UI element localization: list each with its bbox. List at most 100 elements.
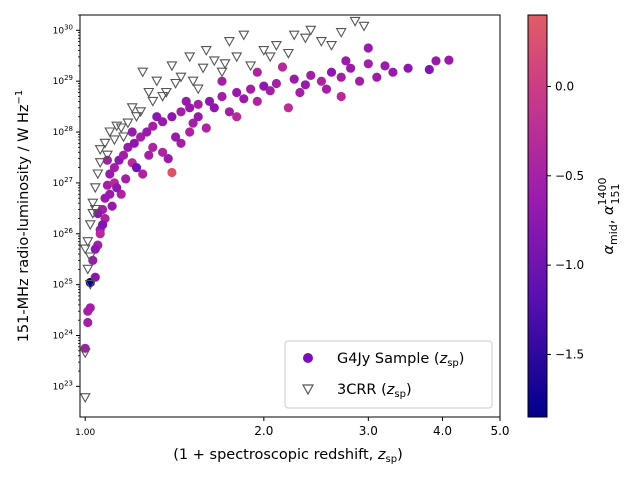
g4jy-point	[259, 81, 269, 91]
g4jy-point	[295, 87, 305, 98]
x-tick-label: 5.0	[490, 424, 509, 438]
g4jy-point	[167, 112, 177, 122]
g4jy-point	[252, 96, 262, 106]
g4jy-point	[105, 189, 115, 199]
3crr-point	[80, 393, 91, 404]
3crr-point	[258, 46, 270, 56]
g4jy-point	[252, 67, 262, 77]
3crr-point	[288, 30, 300, 41]
3crr-point	[160, 87, 172, 98]
g4jy-point	[341, 56, 351, 66]
g4jy-point	[321, 84, 332, 94]
g4jy-point	[209, 103, 219, 113]
x-tick-label: 1.00	[75, 428, 95, 438]
g4jy-point	[316, 76, 326, 86]
y-tick-label: 1024	[53, 329, 74, 342]
g4jy-point	[171, 132, 181, 142]
3crr-point	[82, 237, 94, 248]
g4jy-point	[193, 112, 203, 122]
y-tick-label: 1025	[53, 278, 73, 291]
3crr-point	[89, 204, 101, 215]
g4jy-point	[201, 123, 211, 133]
g4jy-point	[121, 174, 131, 184]
colorbar-tick-label: −0.5	[555, 169, 584, 183]
g4jy-point	[193, 99, 203, 109]
g4jy-point	[388, 67, 398, 77]
x-tick-label: 3.0	[359, 424, 378, 438]
x-tick-label: 2.0	[254, 424, 273, 438]
y-tick-label: 1028	[53, 125, 73, 138]
g4jy-point	[232, 87, 242, 98]
y-tick-label: 1023	[53, 379, 73, 392]
g4jy-point	[131, 163, 142, 173]
g4jy-point	[336, 91, 346, 102]
g4jy-point	[204, 96, 215, 106]
g4jy-point	[98, 220, 108, 230]
3crr-point	[166, 61, 178, 72]
g4jy-point	[138, 169, 148, 179]
g4jy-point	[112, 183, 122, 193]
g4jy-point	[93, 208, 103, 219]
g4jy-point	[152, 112, 162, 122]
g4jy-point	[217, 91, 227, 102]
colorbar-ticks: 0.0 −0.5 −1.0 −1.5	[547, 79, 584, 361]
colorbar-tick-label: 0.0	[555, 79, 574, 93]
3crr-point	[299, 33, 311, 44]
legend-marker-3crr	[301, 384, 315, 396]
3crr-series	[80, 16, 370, 404]
x-axis-label: (1 + spectroscopic redshift, zsp)	[173, 447, 402, 465]
3crr-point	[270, 41, 282, 51]
3crr-point	[223, 37, 235, 47]
3crr-point	[137, 67, 149, 78]
g4jy-point	[95, 229, 105, 239]
g4jy-point	[90, 272, 100, 282]
3crr-point	[84, 252, 96, 263]
y-tick-label: 1027	[53, 176, 73, 189]
g4jy-point	[142, 127, 152, 137]
3crr-point	[104, 127, 116, 138]
3crr-point	[305, 25, 317, 36]
g4jy-point	[277, 62, 288, 72]
3crr-point	[126, 103, 138, 114]
g4jy-point	[346, 63, 356, 73]
g4jy-point	[224, 107, 234, 117]
3crr-point	[115, 123, 127, 134]
colorbar-tick-label: −1.5	[555, 347, 584, 361]
colorbar-tick-label: −1.0	[555, 258, 584, 272]
g4jy-point	[148, 142, 158, 152]
3crr-point	[335, 28, 347, 38]
3crr-point	[282, 48, 294, 59]
g4jy-point	[176, 138, 186, 148]
g4jy-point	[176, 107, 186, 117]
g4jy-point	[129, 138, 139, 148]
3crr-point	[94, 145, 106, 156]
g4jy-point	[83, 317, 93, 328]
g4jy-point	[217, 76, 227, 86]
3crr-point	[117, 132, 130, 143]
3crr-point	[94, 158, 106, 169]
3crr-point	[184, 52, 196, 63]
g4jy-point	[148, 121, 158, 131]
3crr-point	[175, 72, 187, 83]
g4jy-point	[88, 255, 98, 265]
g4jy-point	[444, 55, 454, 65]
colorbar	[527, 14, 548, 418]
g4jy-point	[118, 150, 129, 160]
3crr-point	[135, 107, 147, 118]
g4jy-point	[372, 72, 382, 82]
3crr-point	[231, 52, 243, 63]
g4jy-point	[85, 303, 95, 313]
g4jy-point	[271, 78, 281, 89]
3crr-point	[143, 87, 155, 98]
g4jy-point	[424, 64, 434, 75]
g4jy-point	[163, 154, 173, 164]
3crr-point	[219, 59, 231, 70]
g4jy-point	[380, 61, 390, 71]
g4jy-point	[336, 72, 346, 82]
3crr-point	[315, 37, 327, 47]
g4jy-point	[363, 43, 373, 53]
g4jy-point	[107, 201, 117, 211]
g4jy-point	[306, 70, 316, 80]
y-tick-label: 1030	[53, 23, 73, 36]
